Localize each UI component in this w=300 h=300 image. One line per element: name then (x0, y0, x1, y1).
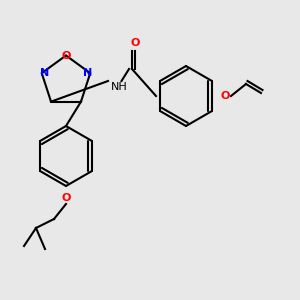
Text: N: N (40, 68, 50, 78)
Text: O: O (220, 91, 230, 101)
Text: O: O (61, 50, 71, 61)
Text: O: O (130, 38, 140, 48)
Text: O: O (61, 193, 71, 203)
Text: N: N (82, 68, 92, 78)
Text: NH: NH (111, 82, 128, 92)
